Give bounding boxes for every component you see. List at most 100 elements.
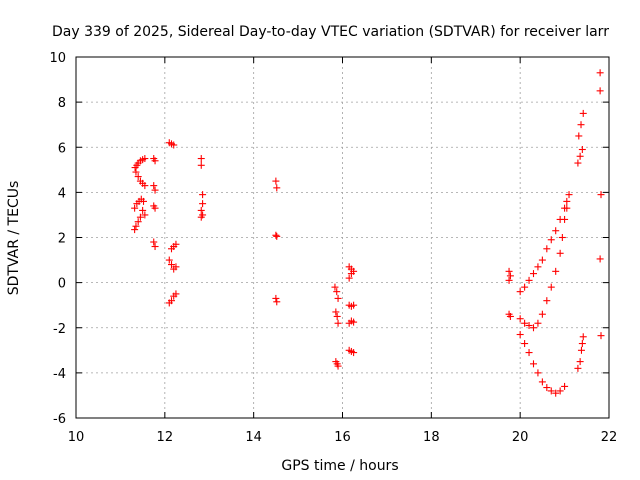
data-point bbox=[547, 387, 555, 395]
y-tick-label: -2 bbox=[53, 322, 66, 337]
data-point bbox=[534, 369, 542, 377]
data-point bbox=[577, 346, 585, 354]
data-point bbox=[141, 155, 149, 163]
data-point bbox=[170, 141, 178, 149]
data-point bbox=[167, 261, 175, 269]
data-point bbox=[516, 331, 524, 339]
y-tick-label: 10 bbox=[49, 51, 66, 66]
data-point bbox=[561, 382, 569, 390]
data-point bbox=[574, 159, 582, 167]
data-point bbox=[151, 243, 159, 251]
y-tick-label: 8 bbox=[58, 96, 66, 111]
data-point bbox=[132, 222, 140, 230]
data-point bbox=[563, 197, 571, 205]
data-point bbox=[596, 69, 604, 77]
data-point bbox=[547, 236, 555, 244]
data-point bbox=[333, 312, 341, 320]
data-point bbox=[332, 308, 340, 316]
data-point bbox=[543, 384, 551, 392]
data-point bbox=[552, 227, 560, 235]
data-point bbox=[534, 263, 542, 271]
y-tick-label: 4 bbox=[58, 186, 66, 201]
data-point bbox=[272, 231, 280, 239]
data-point bbox=[516, 288, 524, 296]
data-point bbox=[136, 213, 144, 221]
x-tick-label: 22 bbox=[601, 430, 618, 445]
data-point bbox=[273, 298, 281, 306]
data-point bbox=[139, 206, 147, 214]
data-point bbox=[273, 184, 281, 192]
data-point bbox=[578, 146, 586, 154]
data-point bbox=[131, 226, 139, 234]
data-point bbox=[556, 249, 564, 257]
data-point bbox=[529, 324, 537, 332]
data-point bbox=[131, 204, 139, 212]
data-point bbox=[197, 161, 205, 169]
data-point bbox=[525, 276, 533, 284]
data-points bbox=[131, 69, 605, 397]
data-point bbox=[167, 297, 175, 305]
y-tick-label: -6 bbox=[53, 412, 66, 427]
data-point bbox=[597, 191, 605, 199]
data-point bbox=[563, 204, 571, 212]
data-point bbox=[538, 310, 546, 318]
x-tick-label: 18 bbox=[423, 430, 440, 445]
data-point bbox=[534, 319, 542, 327]
data-point bbox=[199, 191, 207, 199]
data-point bbox=[505, 267, 513, 275]
y-tick-label: 0 bbox=[58, 277, 66, 292]
data-point bbox=[172, 263, 180, 271]
data-point bbox=[529, 360, 537, 368]
data-point bbox=[333, 288, 341, 296]
data-point bbox=[597, 332, 605, 340]
data-point bbox=[521, 283, 529, 291]
data-point bbox=[197, 213, 205, 221]
data-point bbox=[334, 319, 342, 327]
x-ticks: 10 12 14 16 18 20 22 bbox=[68, 57, 618, 445]
data-point bbox=[505, 276, 513, 284]
data-point bbox=[525, 321, 533, 329]
data-point bbox=[334, 294, 342, 302]
data-point bbox=[141, 182, 149, 190]
data-point bbox=[578, 340, 586, 348]
data-point bbox=[345, 274, 353, 282]
data-point bbox=[151, 157, 159, 165]
data-point bbox=[577, 121, 585, 129]
data-point bbox=[561, 215, 569, 223]
data-point bbox=[151, 204, 159, 212]
x-tick-label: 12 bbox=[157, 430, 174, 445]
data-point bbox=[134, 173, 142, 181]
data-point bbox=[579, 109, 587, 117]
data-point bbox=[172, 240, 180, 248]
data-point bbox=[596, 87, 604, 95]
data-point bbox=[538, 378, 546, 386]
data-point bbox=[197, 206, 205, 214]
data-point bbox=[347, 270, 355, 278]
data-point bbox=[350, 318, 358, 326]
data-point bbox=[197, 155, 205, 163]
chart-title: Day 339 of 2025, Sidereal Day-to-day VTE… bbox=[52, 24, 609, 40]
data-point bbox=[565, 191, 573, 199]
data-point bbox=[547, 283, 555, 291]
data-point bbox=[576, 358, 584, 366]
data-point bbox=[150, 182, 158, 190]
data-point bbox=[141, 211, 149, 219]
data-point bbox=[538, 256, 546, 264]
x-axis-label: GPS time / hours bbox=[281, 458, 398, 474]
data-point bbox=[273, 232, 281, 240]
data-point bbox=[574, 364, 582, 372]
data-point bbox=[334, 362, 342, 370]
grid-lines bbox=[76, 57, 609, 418]
data-point bbox=[558, 234, 566, 241]
data-point bbox=[596, 255, 604, 263]
data-point bbox=[543, 297, 551, 305]
data-point bbox=[543, 245, 551, 253]
data-point bbox=[506, 312, 514, 320]
data-point bbox=[140, 197, 148, 205]
data-point bbox=[350, 349, 358, 357]
data-point bbox=[165, 256, 173, 264]
data-point bbox=[516, 315, 524, 323]
data-point bbox=[151, 186, 159, 194]
data-point bbox=[556, 387, 564, 395]
